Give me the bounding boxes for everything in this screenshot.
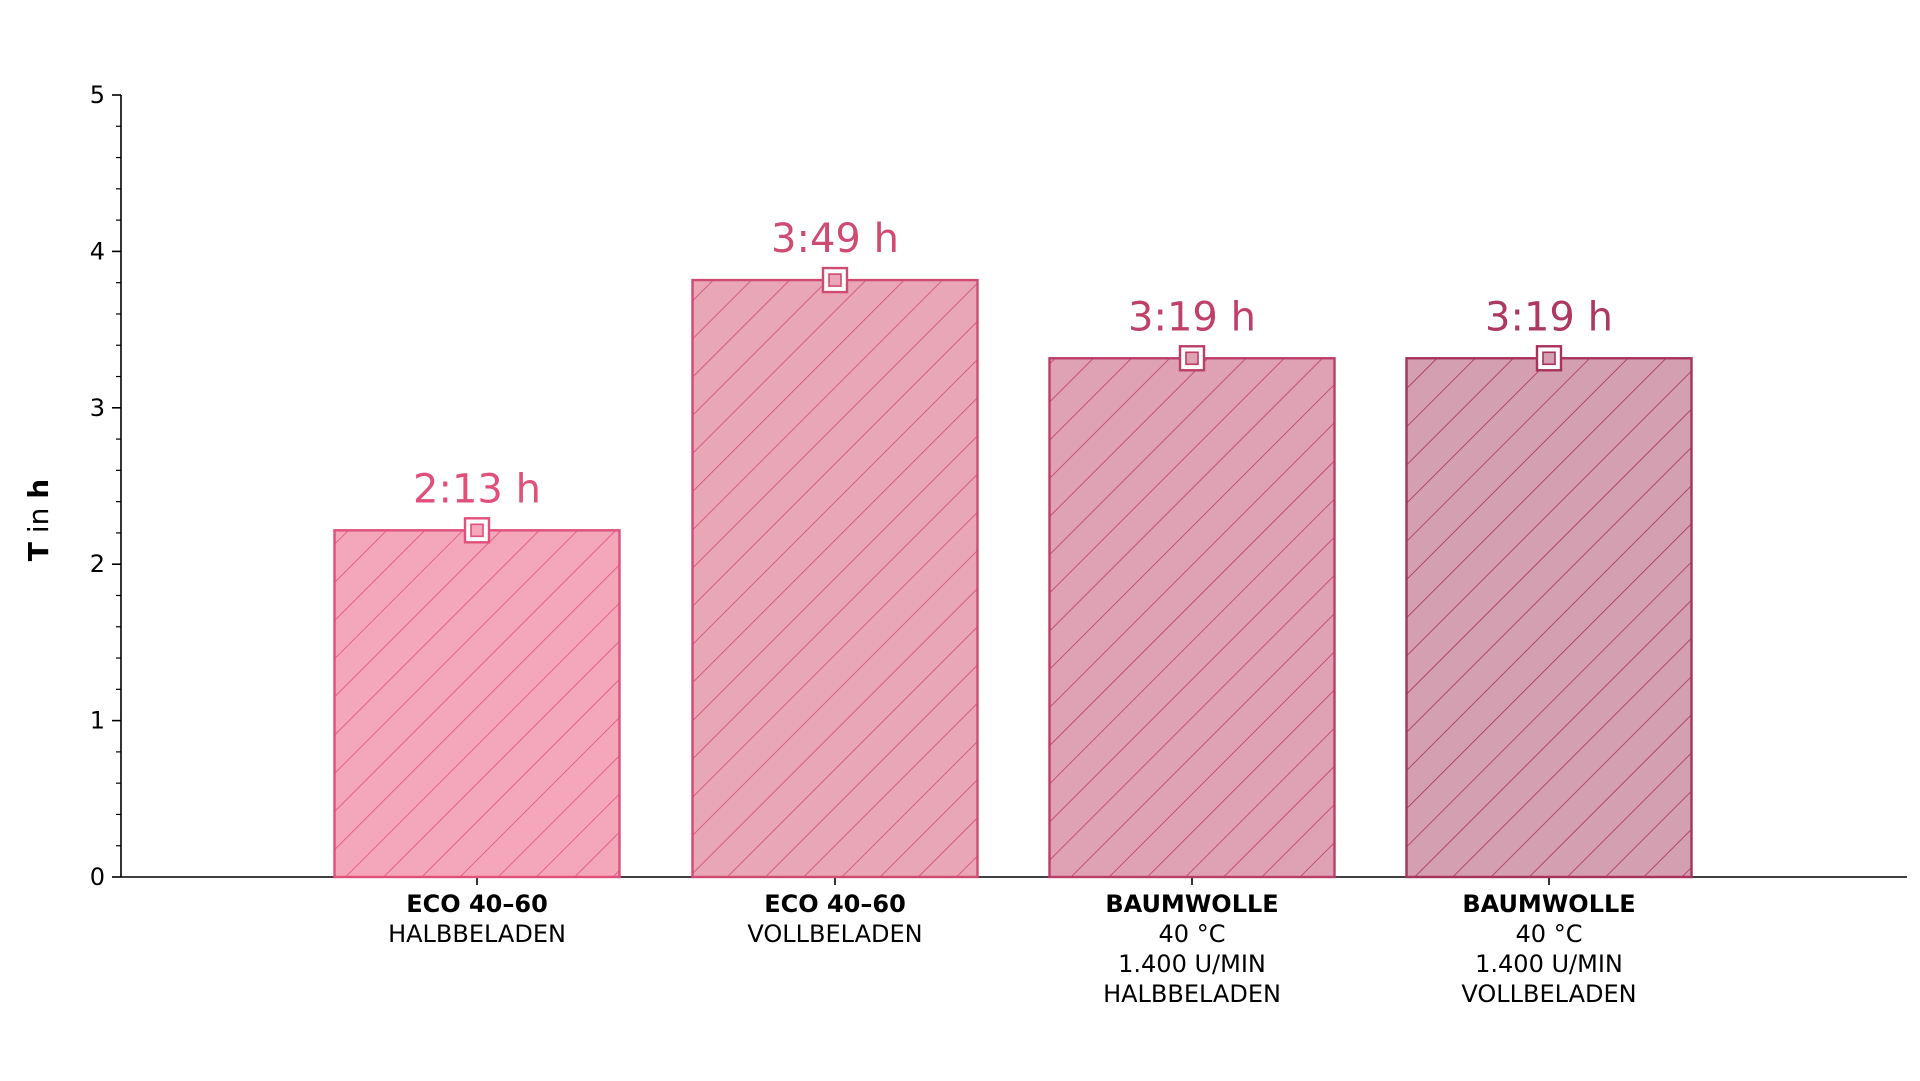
x-category-label: ECO 40–60 <box>764 890 906 918</box>
bar <box>333 529 621 879</box>
y-tick-label: 1 <box>90 707 105 735</box>
y-tick-label: 3 <box>90 394 105 422</box>
x-category-label: VOLLBELADEN <box>1461 980 1636 1008</box>
y-axis-label: T in h <box>22 479 55 561</box>
x-category-label: HALBBELADEN <box>388 920 566 948</box>
bar-value-label: 2:13 h <box>413 466 541 512</box>
bar-marker-inner <box>1185 351 1199 366</box>
y-tick-label: 5 <box>90 81 105 109</box>
bar-value-label: 3:19 h <box>1485 294 1613 340</box>
bars: 2:13 h 3:49 h 3:19 h 3:19 h <box>333 216 1693 879</box>
bar <box>1048 357 1336 879</box>
bar <box>1405 357 1693 879</box>
bar-marker-inner <box>828 273 842 287</box>
x-category-label: BAUMWOLLE <box>1462 890 1635 918</box>
x-category-label: BAUMWOLLE <box>1105 890 1278 918</box>
x-category-label: ECO 40–60 <box>406 890 548 918</box>
y-tick-label: 2 <box>90 550 105 578</box>
x-category-label: VOLLBELADEN <box>747 920 922 948</box>
bar-value-label: 3:19 h <box>1128 294 1256 340</box>
y-tick-label: 4 <box>90 237 105 265</box>
x-category-label: 40 °C <box>1159 920 1226 948</box>
x-category-label: 40 °C <box>1516 920 1583 948</box>
x-category-label: 1.400 U/MIN <box>1118 950 1266 978</box>
x-category-label: HALBBELADEN <box>1103 980 1281 1008</box>
bar-marker-inner <box>470 523 484 538</box>
bar <box>691 278 979 879</box>
bar-marker-inner <box>1542 351 1556 366</box>
y-tick-label: 0 <box>90 863 105 891</box>
x-category-label: 1.400 U/MIN <box>1475 950 1623 978</box>
bar-value-label: 3:49 h <box>771 216 899 262</box>
